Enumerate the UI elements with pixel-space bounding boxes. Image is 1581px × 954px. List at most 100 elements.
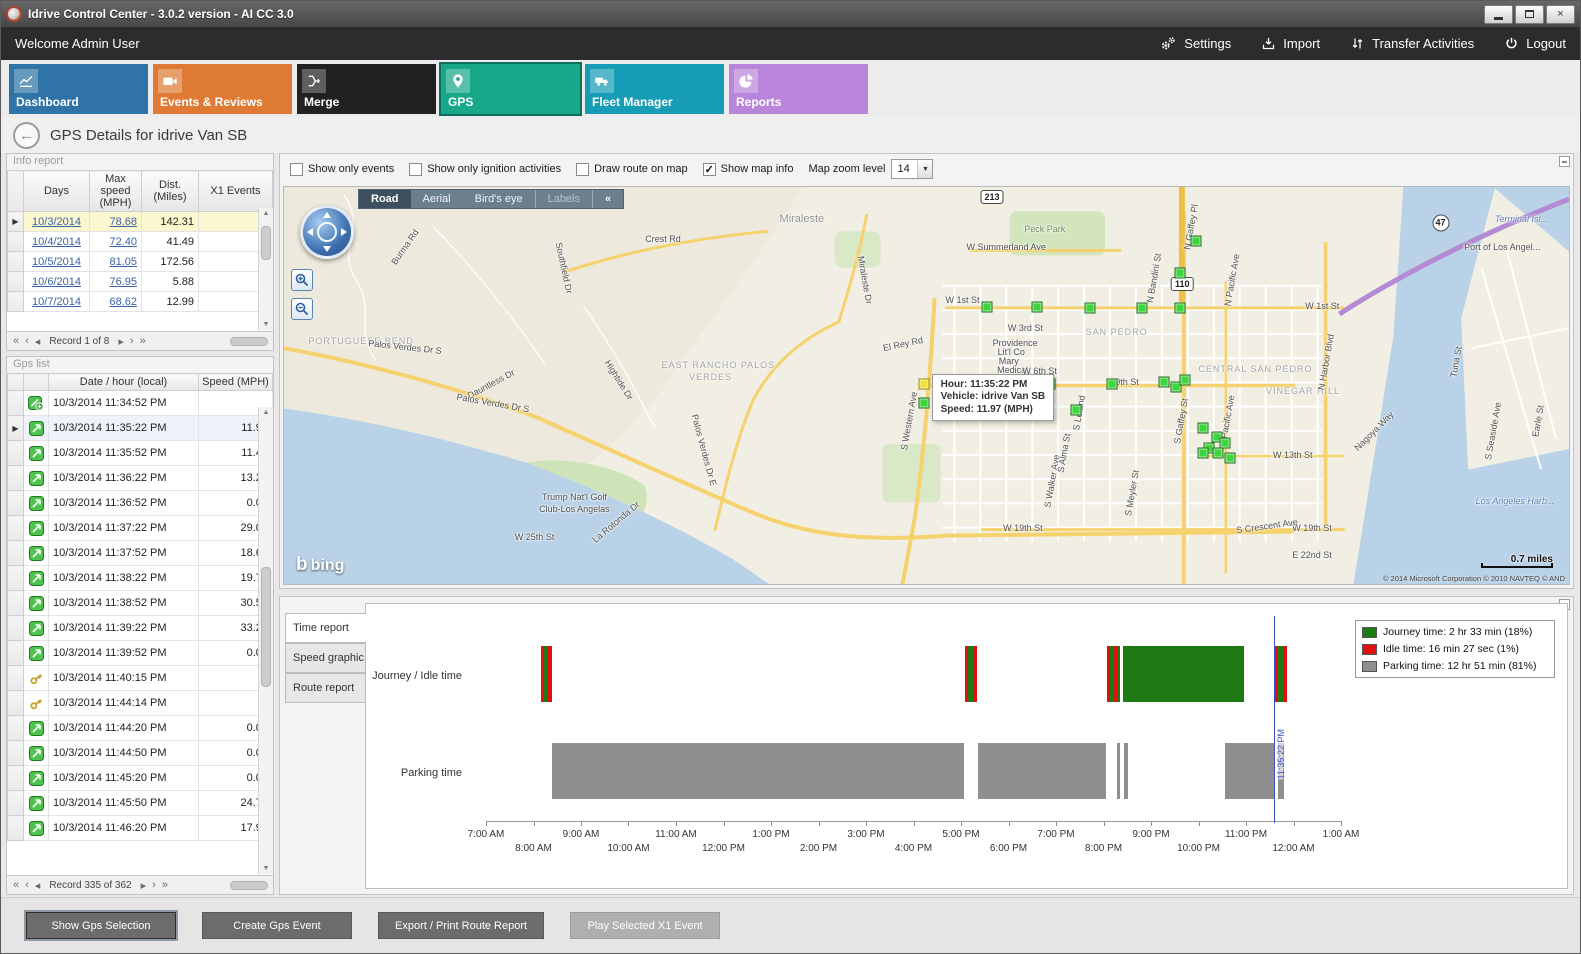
map-pan-compass[interactable] [300,205,354,259]
nav-first-button[interactable]: « [13,335,20,347]
max-speed-link[interactable]: 78.68 [109,215,137,228]
gps-marker[interactable] [1224,452,1236,464]
gps-list-row[interactable]: 10/3/2014 11:44:14 PM [7,690,273,716]
gps-list-row[interactable]: 10/3/2014 11:37:52 PM 18.63 [7,540,273,566]
gps-list-row[interactable]: 10/3/2014 11:44:20 PM0.00 [7,715,273,741]
column-header-dist-miles[interactable]: Dist. (Miles) [141,170,199,212]
create-gps-event-button[interactable]: Create Gps Event [202,912,352,939]
logout-button[interactable]: Logout [1504,36,1566,51]
map-style-aerial[interactable]: Aerial [422,193,451,205]
gps-marker[interactable] [1174,302,1186,314]
close-button[interactable]: × [1546,4,1575,24]
gps-marker[interactable] [1070,404,1082,416]
map-style-labels[interactable]: Labels [534,190,592,208]
gps-list-row[interactable]: ▶ 10/3/2014 11:35:22 PM 11.97 [7,415,273,441]
info-report-row[interactable]: 10/6/2014 76.95 5.88 [7,271,273,292]
gps-marker[interactable] [1031,301,1043,313]
column-header-date-hour-local[interactable]: Date / hour (local) [48,373,199,391]
tab-dashboard[interactable]: Dashboard [9,64,148,114]
info-report-row[interactable]: ▶ 10/3/2014 78.68 142.31 [7,211,273,232]
info-report-row[interactable]: 10/5/2014 81.05 172.56 [7,251,273,272]
tab-gps[interactable]: GPS [439,62,582,116]
map-canvas[interactable]: Miraleste Peck Park W Summerland Ave Crest … [283,186,1570,585]
map-style-road[interactable]: Road [359,190,411,208]
nav-first-button[interactable]: « [13,879,20,891]
column-header-x1-events[interactable]: X1 Events [198,170,273,212]
selected-gps-marker[interactable] [918,378,930,389]
report-tab-route-report[interactable]: Route report [285,673,365,703]
nav-prev-button[interactable]: ◂ [34,879,41,892]
gps-marker[interactable] [1197,447,1209,459]
max-speed-link[interactable]: 81.05 [109,255,137,268]
gps-marker[interactable] [1136,302,1148,314]
column-header-speed-mph[interactable]: Speed (MPH) [198,373,273,391]
gps-list-row[interactable]: 10/3/2014 11:36:22 PM 13.28 [7,465,273,491]
checkbox-show-only-events[interactable]: Show only events [290,162,394,176]
day-link[interactable]: 10/3/2014 [32,215,81,228]
tab-events-reviews[interactable]: Events & Reviews [153,64,292,114]
nav-next-page-button[interactable]: › [152,879,156,891]
transfer-activities-button[interactable]: Transfer Activities [1350,36,1474,51]
gps-list-row[interactable]: 10/3/2014 11:46:20 PM 17.93 [7,815,273,841]
gps-marker[interactable] [1106,378,1118,389]
day-link[interactable]: 10/6/2014 [32,275,81,288]
export-print-route-report-button[interactable]: Export / Print Route Report [378,912,545,939]
info-report-row[interactable]: 10/7/2014 68.62 12.99 [7,291,273,312]
import-button[interactable]: Import [1261,36,1320,51]
column-header-max-speed-mph[interactable]: Max speed (MPH) [89,170,142,212]
gps-list-row[interactable]: 10/3/2014 11:45:50 PM 24.75 [7,790,273,816]
horizontal-scrollbar[interactable] [230,336,268,346]
nav-next-button[interactable]: ▸ [118,335,124,348]
gps-list-row[interactable]: 10/3/2014 11:38:22 PM 19.70 [7,565,273,591]
max-speed-link[interactable]: 76.95 [109,275,137,288]
tab-reports[interactable]: Reports [729,64,868,114]
day-link[interactable]: 10/4/2014 [32,235,81,248]
nav-next-button[interactable]: ▸ [140,879,147,892]
map-style-bird-s-eye[interactable]: Bird's eye [474,193,523,205]
gps-marker[interactable] [918,397,930,409]
back-button[interactable]: ← [13,121,40,149]
gps-list-row[interactable]: 10/3/2014 11:35:52 PM 11.47 [7,440,273,466]
zoom-out-button[interactable] [291,298,313,320]
report-tab-time-report[interactable]: Time report [285,613,366,643]
nav-next-page-button[interactable]: › [129,335,134,347]
gps-marker[interactable] [1190,235,1202,247]
gps-marker[interactable] [1219,437,1231,449]
gps-marker[interactable] [1170,381,1182,393]
gps-list-row[interactable]: 10/3/2014 11:45:20 PM0.00 [7,765,273,791]
minimize-button[interactable] [1484,4,1513,24]
gps-marker[interactable] [1174,267,1186,279]
gps-list-row[interactable]: 10/3/2014 11:34:52 PM [7,390,273,416]
max-speed-link[interactable]: 68.62 [109,295,137,308]
gps-list-row[interactable]: 10/3/2014 11:37:22 PM 29.05 [7,515,273,541]
gps-marker[interactable] [1212,447,1224,459]
gps-marker[interactable] [1211,431,1223,443]
collapse-map-panel-button[interactable] [1559,156,1570,167]
report-tab-speed-graphic[interactable]: Speed graphic [285,643,365,673]
max-speed-link[interactable]: 72.40 [109,235,137,248]
nav-last-button[interactable]: » [139,335,146,347]
gps-list-row[interactable]: 10/3/2014 11:44:50 PM0.00 [7,740,273,766]
settings-button[interactable]: Settings [1159,35,1231,53]
tab-fleet-manager[interactable]: Fleet Manager [585,64,724,114]
gps-list-scrollbar[interactable]: ▲ ▼ [258,407,273,874]
info-report-scrollbar[interactable]: ▲ ▼ [258,208,273,330]
day-link[interactable]: 10/5/2014 [32,255,81,268]
gps-marker[interactable] [1084,302,1096,314]
map-style-collapse-button[interactable]: « [592,190,623,208]
horizontal-scrollbar[interactable] [230,880,268,890]
nav-prev-button[interactable]: ◂ [34,335,41,348]
map-zoom-select[interactable]: 14 ▼ [891,159,934,179]
day-link[interactable]: 10/7/2014 [32,295,81,308]
nav-last-button[interactable]: » [161,879,168,891]
gps-list-row[interactable]: 10/3/2014 11:39:22 PM 33.21 [7,615,273,641]
checkbox-show-map-info[interactable]: ✓ Show map info [702,162,793,176]
gps-marker[interactable] [981,301,993,313]
column-header-days[interactable]: Days [23,170,90,212]
gps-list-row[interactable]: 10/3/2014 11:39:52 PM0.00 [7,640,273,666]
maximize-button[interactable] [1515,4,1544,24]
info-report-row[interactable]: 10/4/2014 72.40 41.49 [7,231,273,252]
gps-marker[interactable] [1179,374,1191,386]
gps-list-row[interactable]: 10/3/2014 11:38:52 PM 30.55 [7,590,273,616]
gps-list-row[interactable]: 10/3/2014 11:36:52 PM0.00 [7,490,273,516]
